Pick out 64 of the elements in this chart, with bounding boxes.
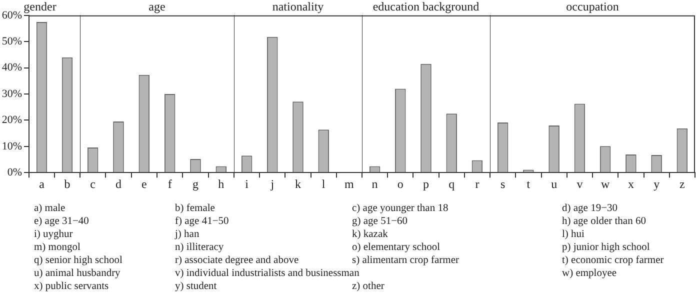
text: u) animal husbandry: [34, 267, 122, 280]
x-tick-label: v: [576, 176, 583, 191]
text: k) kazak: [352, 228, 389, 241]
x-tick-label: y: [654, 176, 660, 191]
x-tick-label: k: [295, 176, 301, 191]
text: t) economic crop farmer: [562, 254, 665, 267]
chart-title: gender: [24, 0, 56, 14]
y-tick-label: 10%: [2, 140, 22, 152]
chart-title: age: [148, 0, 166, 14]
text: i) uyghur: [34, 228, 74, 241]
x-tick-label: i: [245, 176, 250, 191]
text: m) mongol: [34, 241, 82, 254]
x-tick-label: s: [500, 176, 506, 191]
x-tick-label: a: [39, 176, 46, 191]
text: d) age 19−30: [562, 202, 618, 215]
text: h) age older than 60: [562, 215, 647, 228]
y-tick-label: 50%: [2, 35, 22, 48]
x-tick-label: d: [116, 176, 122, 191]
x-tick-label: u: [551, 176, 558, 191]
chart-title: nationality: [272, 0, 324, 14]
text: a) male: [34, 202, 66, 215]
text: j) han: [175, 228, 200, 241]
chart-title: occupation: [566, 0, 619, 14]
y-tick-label: 0%: [7, 166, 22, 178]
x-tick-label: z: [680, 176, 685, 191]
text: o) elementary school: [352, 241, 442, 254]
x-tick-label: x: [628, 176, 634, 191]
text: w) employee: [562, 267, 618, 280]
x-tick-label: h: [218, 176, 224, 191]
x-tick-label: t: [526, 176, 531, 191]
x-tick-label: p: [423, 176, 429, 191]
x-tick-label: f: [168, 176, 172, 191]
x-tick-label: g: [192, 176, 198, 191]
text: r) associate degree and above: [175, 254, 300, 267]
x-tick-label: w: [600, 176, 610, 191]
x-tick-label: l: [322, 176, 326, 191]
y-tick-label: 40%: [2, 62, 22, 74]
text: c) age younger than 18: [352, 202, 450, 215]
x-tick-label: m: [344, 176, 355, 191]
x-tick-label: c: [90, 176, 96, 191]
text: b) female: [175, 202, 216, 215]
x-tick-label: r: [475, 176, 480, 191]
text: g) age 51−60: [352, 215, 408, 228]
x-tick-label: q: [448, 176, 455, 191]
x-tick-label: n: [372, 176, 378, 191]
x-tick-label: o: [397, 176, 404, 191]
text: q) senior high school: [34, 254, 124, 267]
text: y) student: [175, 280, 218, 293]
x-tick-label: e: [142, 176, 147, 191]
text: l) hui: [562, 228, 586, 241]
text: x) public servants: [34, 280, 110, 293]
y-tick-label: 30%: [2, 88, 22, 100]
text: p) junior high school: [562, 241, 651, 254]
text: e) age 31−40: [34, 215, 90, 228]
x-tick-label: j: [270, 176, 274, 191]
y-tick-label: 20%: [2, 114, 22, 126]
text: s) alimentarn crop farmer: [352, 254, 460, 267]
y-tick-label: 60%: [2, 9, 22, 22]
text: n) illiteracy: [175, 241, 225, 254]
chart-title: education background: [372, 0, 480, 14]
text: z) other: [352, 280, 386, 293]
x-tick-label: b: [64, 176, 70, 191]
text: v) individual industrialists and businessman: [175, 267, 360, 280]
text: f) age 41−50: [175, 215, 230, 228]
